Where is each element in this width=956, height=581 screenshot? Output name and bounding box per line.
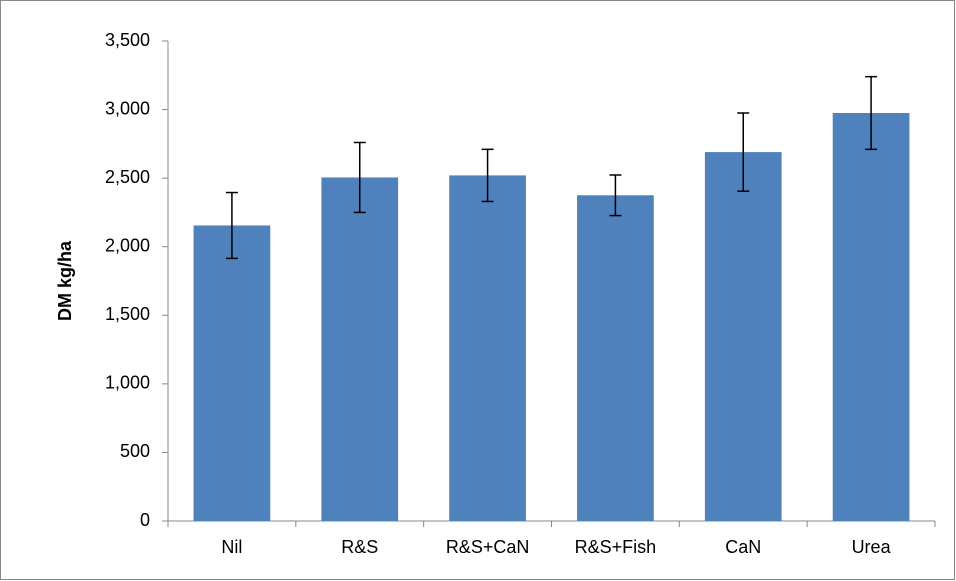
bar	[577, 195, 654, 522]
error-bar	[609, 174, 622, 217]
x-tick-label: CaN	[725, 537, 761, 557]
y-tick-label: 3,000	[105, 98, 150, 118]
x-tick-label: R&S+Fish	[575, 537, 657, 557]
x-tick-label: R&S+CaN	[446, 537, 530, 557]
x-tick-label: Urea	[852, 537, 892, 557]
x-tick-label: R&S	[341, 537, 378, 557]
x-tick-label: Nil	[221, 537, 242, 557]
bar	[193, 225, 271, 521]
y-tick-label: 2,500	[105, 167, 150, 187]
error-bar	[865, 75, 878, 151]
y-tick-label: 2,000	[105, 235, 150, 255]
y-tick-label: 0	[140, 510, 150, 530]
y-axis-title: DM kg/ha	[55, 240, 75, 321]
y-tick-label: 1,000	[105, 373, 150, 393]
error-bar	[353, 141, 366, 214]
error-bar	[481, 148, 494, 203]
bar	[704, 152, 782, 522]
y-tick-label: 500	[120, 441, 150, 461]
bar	[832, 113, 910, 521]
error-bar	[225, 191, 238, 260]
y-tick-label: 3,500	[105, 30, 150, 50]
bar	[321, 177, 399, 521]
bar	[449, 175, 526, 521]
y-tick-label: 1,500	[105, 304, 150, 324]
error-bar	[737, 112, 750, 192]
